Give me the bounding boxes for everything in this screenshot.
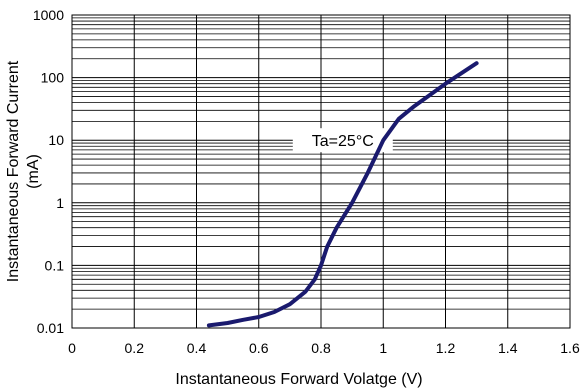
y-tick-label: 10 bbox=[48, 132, 64, 148]
x-tick-label: 1.2 bbox=[436, 340, 456, 356]
annotation-text: Ta=25°C bbox=[312, 133, 374, 150]
plot-frame bbox=[71, 14, 571, 329]
y-tick-label: 0.01 bbox=[37, 320, 64, 336]
y-axis-unit: (mA) bbox=[25, 154, 42, 189]
annotation-label: Ta=25°C bbox=[292, 128, 393, 153]
x-tick-label: 0.2 bbox=[125, 340, 145, 356]
grid bbox=[71, 15, 571, 329]
y-tick-label: 0.1 bbox=[45, 257, 65, 273]
x-tick-label: 1.6 bbox=[560, 340, 580, 356]
x-tick-label: 0.4 bbox=[187, 340, 207, 356]
x-tick-label: 1.4 bbox=[498, 340, 518, 356]
x-tick-label: 0 bbox=[68, 340, 76, 356]
y-axis-title: Instantaneous Forward Current bbox=[5, 60, 22, 282]
y-tick-label: 100 bbox=[41, 70, 65, 86]
x-tick-label: 0.6 bbox=[249, 340, 269, 356]
x-tick-labels: 0 0.2 0.4 0.6 0.8 1 1.2 1.4 1.6 bbox=[68, 340, 580, 356]
series-line bbox=[206, 61, 479, 328]
y-tick-label: 1 bbox=[56, 195, 64, 211]
y-tick-labels: 0.01 0.1 1 10 100 1000 bbox=[33, 7, 64, 336]
x-tick-label: 1 bbox=[379, 340, 387, 356]
x-tick-label: 0.8 bbox=[311, 340, 331, 356]
y-tick-label: 1000 bbox=[33, 7, 64, 23]
x-axis-title: Instantaneous Forward Volatge (V) bbox=[175, 371, 422, 388]
